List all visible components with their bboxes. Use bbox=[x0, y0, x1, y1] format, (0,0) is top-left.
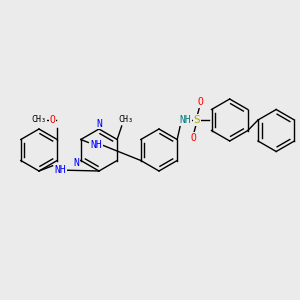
Text: N: N bbox=[96, 118, 102, 129]
Text: CH₃: CH₃ bbox=[119, 116, 134, 124]
Text: O: O bbox=[197, 97, 203, 107]
Text: S: S bbox=[193, 115, 200, 125]
Text: CH₃: CH₃ bbox=[32, 116, 47, 124]
Text: NH: NH bbox=[91, 140, 102, 151]
Text: NH: NH bbox=[54, 165, 66, 175]
Text: N: N bbox=[73, 158, 79, 168]
Text: O: O bbox=[50, 115, 56, 125]
Text: O: O bbox=[190, 133, 196, 143]
Text: NH: NH bbox=[180, 115, 191, 125]
